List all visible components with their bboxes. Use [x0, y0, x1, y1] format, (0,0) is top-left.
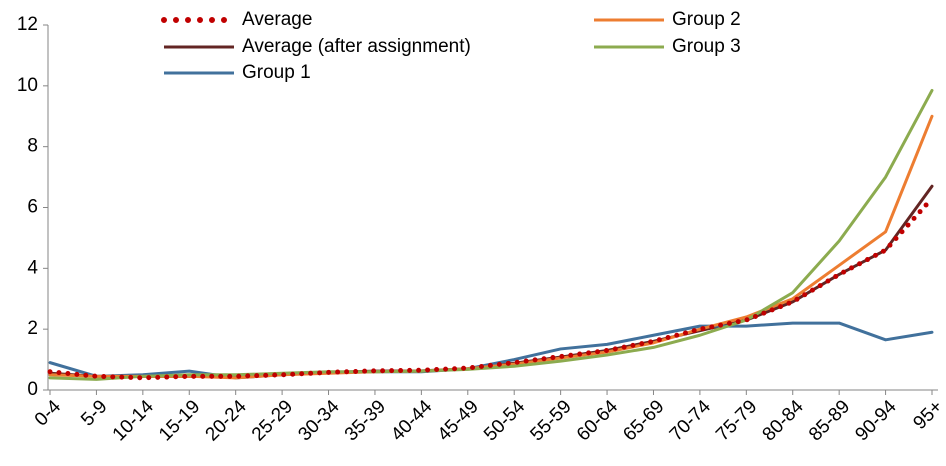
x-tick-label: 50-54	[480, 396, 530, 446]
x-tick-label: 0-4	[31, 396, 66, 431]
x-tick-label: 90-94	[851, 396, 901, 446]
x-tick-label: 20-24	[202, 396, 252, 446]
y-tick-label: 8	[27, 136, 38, 157]
legend-label: Group 2	[672, 9, 741, 30]
x-tick-label: 80-84	[759, 396, 809, 446]
x-tick-label: 85-89	[805, 396, 854, 445]
legend-label: Average (after assignment)	[242, 36, 471, 57]
x-tick-label: 35-39	[341, 396, 390, 445]
y-tick-label: 10	[17, 75, 38, 96]
legend-label: Average	[242, 9, 312, 30]
x-tick-label: 40-44	[387, 396, 437, 446]
x-tick-label: 60-64	[573, 396, 623, 446]
legend-label: Group 1	[242, 62, 311, 83]
x-tick-label: 10-14	[109, 396, 159, 446]
series-line	[47, 195, 935, 381]
x-tick-label: 65-69	[619, 396, 668, 445]
x-tick-label: 45-49	[434, 396, 483, 445]
series-line	[48, 114, 934, 380]
x-tick-label: 30-34	[294, 396, 344, 446]
y-tick-label: 4	[27, 257, 38, 278]
y-tick-label: 0	[27, 379, 38, 400]
series-line	[48, 321, 934, 380]
x-tick-label: 95+	[909, 396, 946, 434]
series-line	[48, 88, 934, 381]
series-line	[48, 184, 934, 378]
x-tick-label: 25-29	[248, 396, 297, 445]
x-tick-label: 5-9	[77, 396, 111, 430]
y-tick-label: 12	[17, 14, 38, 35]
x-tick-label: 75-79	[712, 396, 761, 445]
legend-label: Group 3	[672, 36, 741, 57]
x-tick-label: 55-59	[526, 396, 575, 445]
y-tick-label: 2	[27, 318, 38, 339]
x-tick-label: 70-74	[666, 396, 716, 446]
x-tick-label: 15-19	[155, 396, 204, 445]
y-tick-label: 6	[27, 197, 38, 218]
